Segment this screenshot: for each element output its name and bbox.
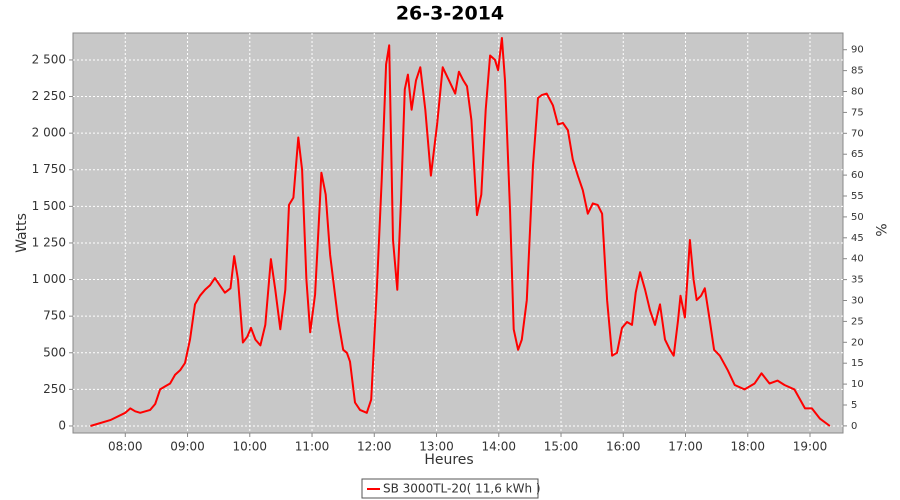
y2-tick-label: 85	[851, 66, 864, 77]
y-tick-label: 1 000	[32, 272, 66, 286]
y2-tick-label: 60	[851, 170, 864, 181]
x-tick-label: 19:00	[793, 440, 828, 454]
y2-tick-label: 15	[851, 358, 864, 369]
y2-tick-label: 55	[851, 191, 864, 202]
y2-axis-label: %	[872, 223, 888, 236]
data-line	[90, 37, 831, 427]
x-tick-label: 08:00	[108, 440, 143, 454]
y2-tick-label: 35	[851, 275, 864, 286]
x-tick-label: 14:00	[481, 440, 516, 454]
y2-tick-label: 0	[851, 421, 857, 432]
y2-tick-label: 25	[851, 316, 864, 327]
y2-tick-label: 20	[851, 337, 864, 348]
y2-tick-label: 5	[851, 400, 857, 411]
x-tick-label: 10:00	[232, 440, 267, 454]
y2-tick-label: 75	[851, 107, 864, 118]
y2-tick-label: 65	[851, 149, 864, 160]
x-tick-label: 09:00	[170, 440, 205, 454]
y-tick-label: 1 250	[32, 235, 66, 249]
y-tick-label: 250	[43, 382, 66, 396]
y-axis-label: Watts	[14, 213, 30, 253]
y-tick-label: 750	[43, 309, 66, 323]
y-tick-label: 2 250	[32, 89, 66, 103]
y2-tick-label: 10	[851, 379, 864, 390]
x-tick-label: 12:00	[357, 440, 392, 454]
y-tick-label: 2 500	[32, 52, 66, 66]
plot-area	[72, 32, 844, 434]
y-tick-label: 500	[43, 345, 66, 359]
y2-tick-label: 45	[851, 233, 864, 244]
y2-tick-label: 40	[851, 254, 864, 265]
y2-tick-label: 70	[851, 128, 864, 139]
y-tick-label: 0	[58, 418, 66, 432]
x-tick-label: 13:00	[419, 440, 454, 454]
y-tick-label: 2 000	[32, 126, 66, 140]
x-tick-label: 15:00	[544, 440, 579, 454]
chart-title: 26-3-2014	[396, 3, 504, 25]
x-tick-label: 11:00	[295, 440, 330, 454]
y-tick-label: 1 500	[32, 199, 66, 213]
x-axis-label: Heures	[424, 452, 473, 468]
x-tick-label: 18:00	[730, 440, 765, 454]
y2-tick-label: 50	[851, 212, 864, 223]
y-tick-label: 1 750	[32, 162, 66, 176]
y2-tick-label: 80	[851, 87, 864, 98]
legend-label: SB 3000TL-20( 11,6 kWh )	[383, 482, 541, 496]
y2-tick-label: 30	[851, 296, 864, 307]
x-tick-label: 16:00	[606, 440, 641, 454]
legend-box	[361, 478, 539, 499]
y2-tick-label: 90	[851, 45, 864, 56]
x-tick-label: 17:00	[668, 440, 703, 454]
